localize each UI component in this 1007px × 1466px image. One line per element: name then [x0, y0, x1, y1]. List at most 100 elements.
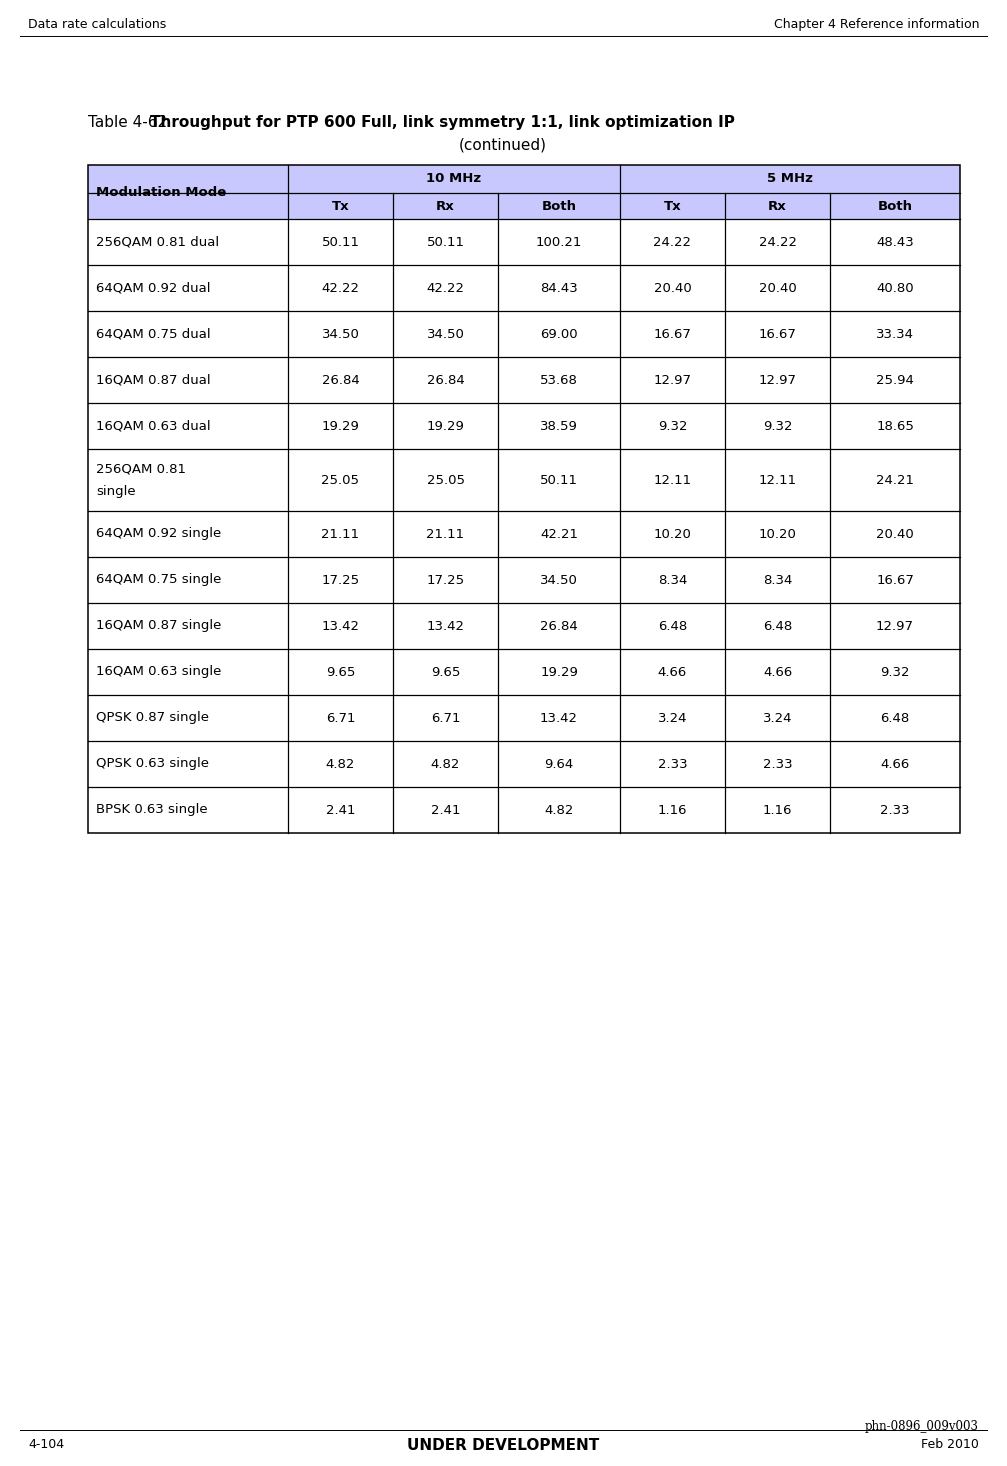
Text: 10.20: 10.20: [758, 528, 797, 541]
Text: 50.11: 50.11: [427, 236, 464, 249]
Text: Tx: Tx: [664, 199, 682, 213]
Text: phn-0896_009v003: phn-0896_009v003: [865, 1421, 979, 1432]
Text: 6.48: 6.48: [763, 620, 793, 632]
Text: 4.82: 4.82: [545, 803, 574, 817]
Text: 20.40: 20.40: [876, 528, 914, 541]
Text: 24.22: 24.22: [654, 236, 692, 249]
Text: 42.21: 42.21: [540, 528, 578, 541]
Text: 25.05: 25.05: [321, 474, 359, 487]
Text: 8.34: 8.34: [763, 573, 793, 586]
Text: 10.20: 10.20: [654, 528, 692, 541]
Text: 13.42: 13.42: [540, 711, 578, 724]
Text: 64QAM 0.75 dual: 64QAM 0.75 dual: [96, 327, 210, 340]
Text: 16QAM 0.63 single: 16QAM 0.63 single: [96, 666, 222, 679]
Text: 16.67: 16.67: [758, 327, 797, 340]
Text: 17.25: 17.25: [321, 573, 359, 586]
Text: 9.32: 9.32: [762, 419, 793, 432]
Text: 16QAM 0.87 single: 16QAM 0.87 single: [96, 620, 222, 632]
Text: Feb 2010: Feb 2010: [921, 1438, 979, 1451]
Text: (continued): (continued): [459, 136, 547, 152]
Text: 21.11: 21.11: [426, 528, 464, 541]
Text: 40.80: 40.80: [876, 281, 913, 295]
Text: 48.43: 48.43: [876, 236, 914, 249]
Text: Throughput for PTP 600 Full, link symmetry 1:1, link optimization IP: Throughput for PTP 600 Full, link symmet…: [150, 114, 735, 130]
Text: 3.24: 3.24: [658, 711, 687, 724]
Text: 4.82: 4.82: [431, 758, 460, 771]
Text: 33.34: 33.34: [876, 327, 914, 340]
Text: 24.21: 24.21: [876, 474, 914, 487]
Text: 13.42: 13.42: [321, 620, 359, 632]
Text: 12.97: 12.97: [876, 620, 914, 632]
Text: 100.21: 100.21: [536, 236, 582, 249]
Text: 4.66: 4.66: [880, 758, 909, 771]
Text: 26.84: 26.84: [540, 620, 578, 632]
Text: 16.67: 16.67: [654, 327, 692, 340]
Text: 26.84: 26.84: [427, 374, 464, 387]
Text: 16QAM 0.87 dual: 16QAM 0.87 dual: [96, 374, 210, 387]
Text: Rx: Rx: [768, 199, 786, 213]
Text: 1.16: 1.16: [658, 803, 687, 817]
Text: 2.33: 2.33: [880, 803, 909, 817]
Text: 2.41: 2.41: [325, 803, 355, 817]
Text: 21.11: 21.11: [321, 528, 359, 541]
Text: Tx: Tx: [331, 199, 349, 213]
Text: 34.50: 34.50: [321, 327, 359, 340]
Text: 25.94: 25.94: [876, 374, 914, 387]
Text: 6.48: 6.48: [880, 711, 909, 724]
Text: 25.05: 25.05: [427, 474, 464, 487]
Text: 12.97: 12.97: [654, 374, 692, 387]
Text: 9.65: 9.65: [431, 666, 460, 679]
Text: Both: Both: [542, 199, 576, 213]
Text: 9.64: 9.64: [545, 758, 574, 771]
Text: 4.66: 4.66: [658, 666, 687, 679]
Text: 19.29: 19.29: [540, 666, 578, 679]
Text: 13.42: 13.42: [427, 620, 464, 632]
Text: 6.71: 6.71: [325, 711, 355, 724]
Text: 42.22: 42.22: [321, 281, 359, 295]
Text: 20.40: 20.40: [654, 281, 692, 295]
Text: 256QAM 0.81: 256QAM 0.81: [96, 462, 186, 475]
Text: 16.67: 16.67: [876, 573, 914, 586]
Text: BPSK 0.63 single: BPSK 0.63 single: [96, 803, 207, 817]
Text: single: single: [96, 485, 136, 497]
Text: 34.50: 34.50: [540, 573, 578, 586]
Text: 50.11: 50.11: [321, 236, 359, 249]
Text: 42.22: 42.22: [427, 281, 464, 295]
Text: 2.33: 2.33: [658, 758, 688, 771]
Text: 38.59: 38.59: [540, 419, 578, 432]
Text: Modulation Mode: Modulation Mode: [96, 186, 227, 198]
Text: Chapter 4 Reference information: Chapter 4 Reference information: [773, 18, 979, 31]
Text: 17.25: 17.25: [426, 573, 464, 586]
Text: Data rate calculations: Data rate calculations: [28, 18, 166, 31]
Text: 24.22: 24.22: [758, 236, 797, 249]
Text: 18.65: 18.65: [876, 419, 914, 432]
Text: 12.11: 12.11: [758, 474, 797, 487]
Text: 12.11: 12.11: [654, 474, 692, 487]
Text: 20.40: 20.40: [758, 281, 797, 295]
Text: UNDER DEVELOPMENT: UNDER DEVELOPMENT: [407, 1438, 599, 1453]
Text: Rx: Rx: [436, 199, 455, 213]
Text: 1.16: 1.16: [762, 803, 793, 817]
Text: 8.34: 8.34: [658, 573, 687, 586]
Text: 9.32: 9.32: [658, 419, 687, 432]
Text: 50.11: 50.11: [540, 474, 578, 487]
Text: 34.50: 34.50: [427, 327, 464, 340]
Bar: [88, 166, 960, 218]
Text: 4.82: 4.82: [326, 758, 355, 771]
Text: Both: Both: [877, 199, 912, 213]
Text: 4.66: 4.66: [763, 666, 793, 679]
Text: 5 MHz: 5 MHz: [767, 173, 813, 186]
Text: 53.68: 53.68: [540, 374, 578, 387]
Text: 6.48: 6.48: [658, 620, 687, 632]
Text: 26.84: 26.84: [321, 374, 359, 387]
Text: Table 4-62: Table 4-62: [88, 114, 177, 130]
Text: 12.97: 12.97: [758, 374, 797, 387]
Text: 64QAM 0.92 single: 64QAM 0.92 single: [96, 528, 222, 541]
Text: QPSK 0.87 single: QPSK 0.87 single: [96, 711, 209, 724]
Text: 84.43: 84.43: [540, 281, 578, 295]
Text: 9.32: 9.32: [880, 666, 909, 679]
Text: 6.71: 6.71: [431, 711, 460, 724]
Text: 2.33: 2.33: [762, 758, 793, 771]
Text: 2.41: 2.41: [431, 803, 460, 817]
Text: 19.29: 19.29: [321, 419, 359, 432]
